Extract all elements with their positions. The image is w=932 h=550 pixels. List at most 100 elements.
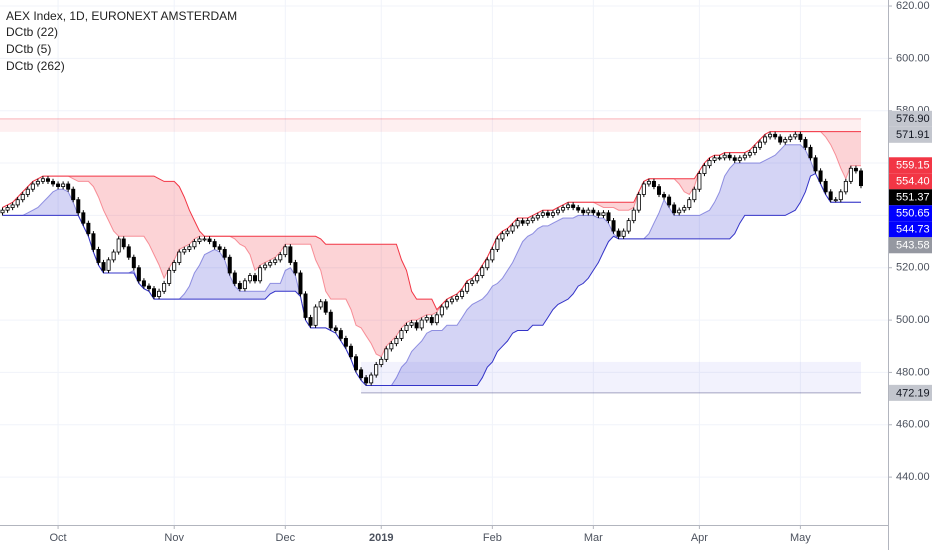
candle-body <box>364 377 369 384</box>
candle-body <box>343 337 348 347</box>
dc-lower-fill <box>2 144 861 386</box>
candle-body <box>641 183 646 195</box>
candle-body <box>318 301 323 308</box>
candle-body <box>237 283 242 290</box>
candle-body <box>207 238 212 242</box>
price-tag <box>889 384 932 401</box>
candle-body <box>359 369 364 379</box>
candle-body <box>747 152 752 156</box>
candle-body <box>783 139 788 143</box>
price-tag-label: 554.40 <box>896 176 930 188</box>
candle-body <box>298 272 303 295</box>
candle-body <box>712 157 717 161</box>
candle-body <box>348 345 353 358</box>
price-tag <box>889 237 932 254</box>
candle-body <box>5 207 10 211</box>
candle-body <box>429 317 434 324</box>
candle-body <box>389 343 394 350</box>
candle-body <box>601 212 606 216</box>
price-tag <box>889 189 932 206</box>
candle-body <box>843 180 848 193</box>
candle-body <box>535 214 540 219</box>
candle-body <box>434 314 439 324</box>
candle-body <box>571 204 576 208</box>
candle-body <box>81 212 86 224</box>
price-tag-label: 571.91 <box>896 129 930 141</box>
candle-body <box>737 157 742 161</box>
price-tag-label: 559.15 <box>896 160 930 172</box>
candle-body <box>646 180 651 185</box>
candle-body <box>449 298 454 303</box>
channels <box>0 118 861 394</box>
y-tick-label: 500.00 <box>896 314 930 326</box>
price-tag-label: 472.19 <box>896 387 930 399</box>
dc5-lower <box>2 144 861 386</box>
candle-body <box>707 160 712 167</box>
legend-entry: DCtb (262) <box>6 59 65 73</box>
candle-body <box>586 209 591 214</box>
candle-body <box>722 154 727 159</box>
candle-body <box>111 251 116 261</box>
candle-body <box>793 133 798 138</box>
candle-body <box>823 180 828 193</box>
candle-body <box>293 262 298 274</box>
candles <box>0 131 863 386</box>
candle-body <box>424 317 429 321</box>
candle-body <box>404 324 409 331</box>
dc-upper-fill <box>2 131 861 357</box>
candle-body <box>631 209 636 222</box>
x-tick-label: Mar <box>584 532 603 544</box>
candle-body <box>838 191 843 201</box>
candle-body <box>752 146 757 153</box>
candle-body <box>742 154 747 159</box>
candle-body <box>591 209 596 214</box>
y-tick-label: 440.00 <box>896 471 930 483</box>
candle-body <box>803 139 808 148</box>
candle-body <box>51 180 56 185</box>
x-tick-label: Apr <box>691 532 708 544</box>
candle-body <box>202 238 207 241</box>
candle-body <box>167 269 172 284</box>
price-tag-label: 544.73 <box>896 224 930 236</box>
candle-body <box>101 262 106 271</box>
candle-body <box>853 167 858 172</box>
candle-body <box>278 254 283 261</box>
candle-body <box>157 290 162 297</box>
candle-body <box>485 259 490 269</box>
candle-body <box>20 194 25 201</box>
candle-body <box>192 241 197 248</box>
candle-body <box>283 246 288 256</box>
candle-body <box>379 358 384 365</box>
y-tick-label: 480.00 <box>896 366 930 378</box>
y-tick-label: 460.00 <box>896 419 930 431</box>
candle-body <box>177 251 182 263</box>
candle-body <box>808 146 813 159</box>
candle-body <box>227 256 232 274</box>
candle-body <box>91 233 96 250</box>
candle-body <box>798 133 803 140</box>
candle-body <box>247 275 252 282</box>
candle-body <box>374 364 379 376</box>
candle-body <box>550 212 555 216</box>
candle-body <box>439 306 444 316</box>
candle-body <box>212 241 217 248</box>
candle-body <box>500 233 505 240</box>
candle-body <box>66 183 71 190</box>
candle-body <box>333 327 338 331</box>
candle-body <box>697 173 702 190</box>
candle-body <box>757 141 762 148</box>
candle-body <box>86 222 91 235</box>
candle-body <box>232 272 237 284</box>
candle-body <box>25 188 30 195</box>
candle-body <box>833 199 838 202</box>
candle-body <box>222 249 227 258</box>
candle-body <box>828 191 833 201</box>
price-tag <box>889 221 932 238</box>
candle-body <box>61 183 66 188</box>
candle-body <box>273 259 278 263</box>
dc262-upper-band <box>0 118 861 132</box>
candle-body <box>35 180 40 185</box>
dc262-lower-band <box>361 361 861 393</box>
candle-body <box>616 230 621 237</box>
